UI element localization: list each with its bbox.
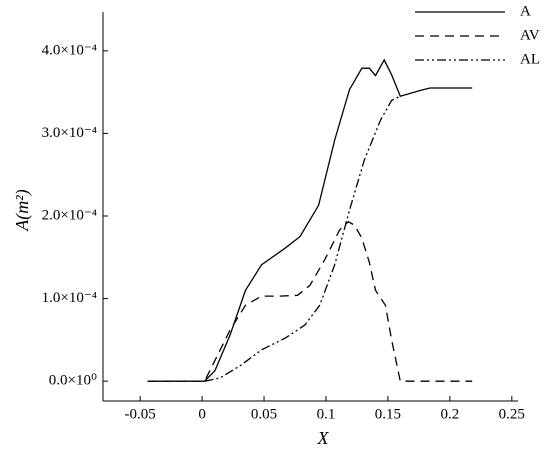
- legend-label: AV: [520, 27, 540, 43]
- y-axis-label: A(m²): [12, 189, 33, 231]
- x-tick-label: 0.15: [375, 406, 401, 422]
- y-tick-label: 2.0×10⁻⁴: [42, 207, 97, 223]
- x-tick-label: 0.2: [440, 406, 459, 422]
- x-tick-label: 0.25: [499, 406, 525, 422]
- y-tick-label: 4.0×10⁻⁴: [42, 42, 97, 58]
- x-axis-label: X: [317, 428, 330, 448]
- series-line: [147, 58, 473, 382]
- x-tick-label: 0.1: [317, 406, 336, 422]
- x-tick-label: 0: [198, 406, 206, 422]
- series-line: [147, 221, 473, 382]
- legend-label: A: [520, 3, 531, 19]
- y-tick-label: 1.0×10⁻⁴: [42, 290, 97, 306]
- legend-label: AL: [520, 51, 540, 67]
- series-line: [204, 95, 401, 382]
- y-tick-label: 0.0×10⁰: [49, 373, 97, 389]
- x-tick-label: 0.05: [251, 406, 277, 422]
- x-tick-label: -0.05: [125, 406, 156, 422]
- y-tick-label: 3.0×10⁻⁴: [42, 125, 97, 141]
